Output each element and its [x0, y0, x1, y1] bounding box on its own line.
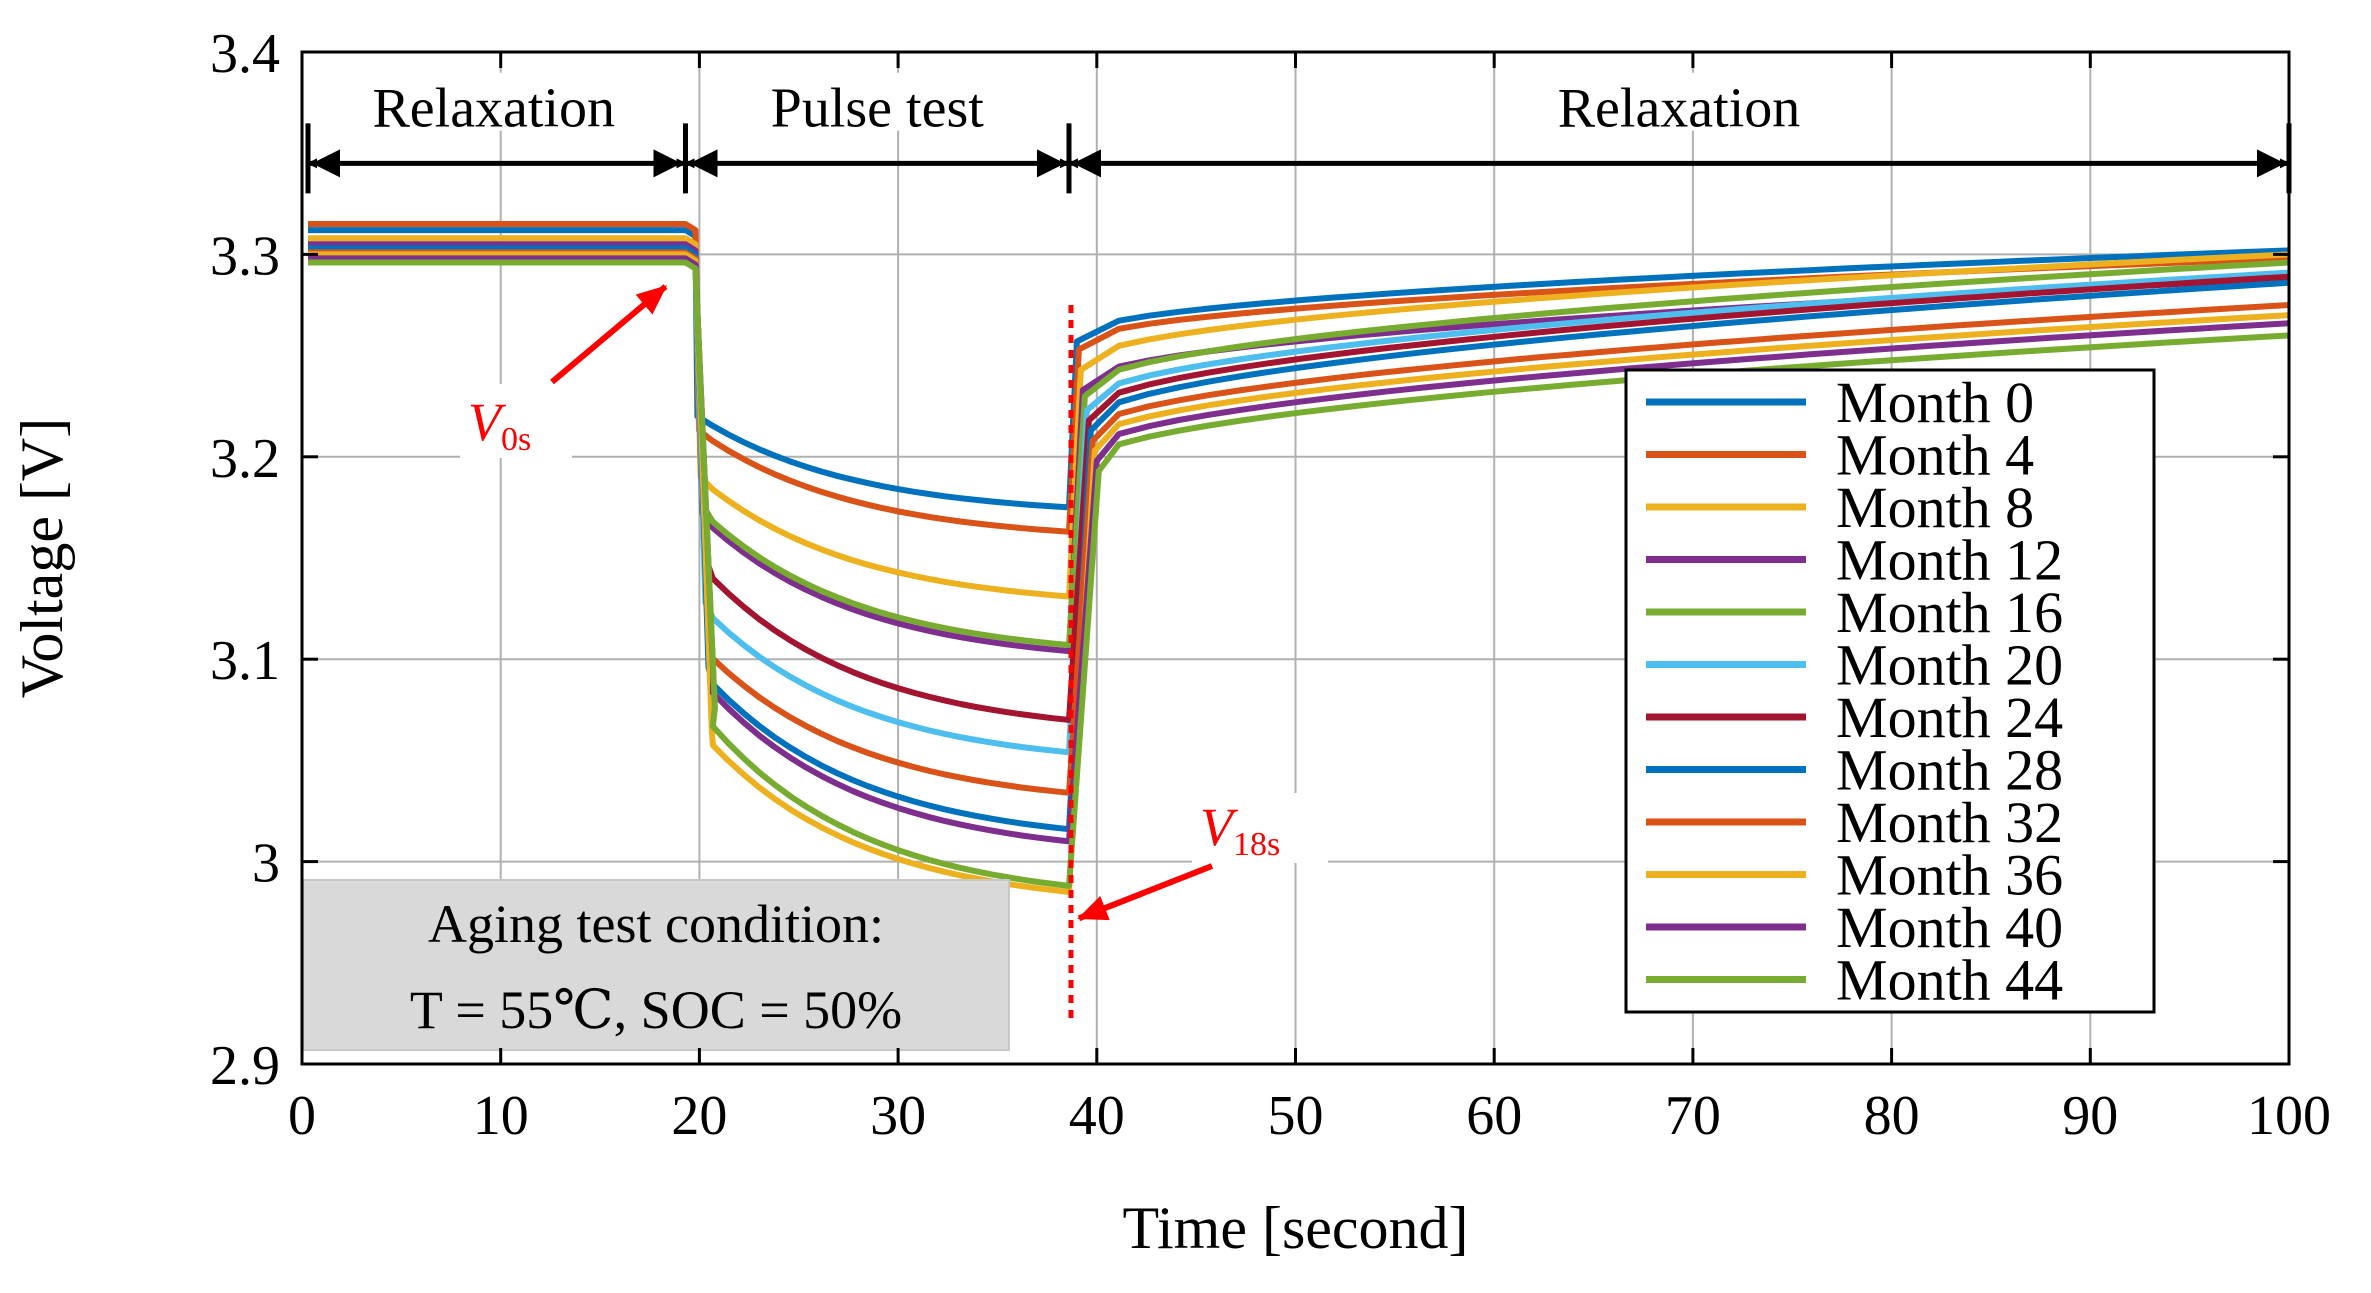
legend-entry: Month 24: [1836, 685, 2063, 750]
condition-box-line1: Aging test condition:: [428, 894, 884, 954]
series-lines: [308, 221, 2289, 895]
legend-entry: Month 12: [1836, 528, 2063, 593]
v18s-sub: 18s: [1233, 826, 1280, 863]
y-tick-label: 3.1: [210, 630, 280, 692]
phase-arrow-head-left: [1072, 149, 1101, 178]
series-line-month-20: [308, 251, 2289, 756]
condition-box: [302, 879, 1010, 1051]
x-axis-title: Time [second]: [1122, 1195, 1468, 1261]
legend-entry: Month 32: [1836, 790, 2063, 855]
series-line-month-44: [308, 259, 2289, 889]
legend-entry: Month 16: [1836, 580, 2063, 645]
v18s-label: V18s: [1200, 797, 1280, 863]
legend-entry: Month 44: [1836, 948, 2063, 1013]
v0s-sub: 0s: [501, 421, 531, 458]
axes: 0 10 20 30 40 50 60 70 80 90 100 2.9 3 3.1 3.2 3.3 3.4 Ti…: [9, 23, 2331, 1261]
phase-arrow-head-left: [689, 149, 718, 178]
y-tick-label: 3.3: [210, 225, 280, 287]
v0s-label-bg: [460, 384, 572, 458]
x-tick-label: 80: [1864, 1085, 1920, 1147]
x-tick-label: 0: [288, 1085, 316, 1147]
series-line-month-28: [308, 245, 2289, 833]
y-axis-title: Voltage [V]: [9, 418, 75, 699]
legend-box: [1624, 368, 2156, 1014]
v0s-base: V: [468, 392, 507, 452]
x-tick-label: 40: [1069, 1085, 1125, 1147]
v18s-base: V: [1200, 797, 1239, 857]
x-tick-label: 50: [1268, 1085, 1324, 1147]
v18s-arrow: [1077, 863, 1214, 922]
condition-box-line2: T = 55℃, SOC = 50%: [410, 980, 902, 1040]
legend-entry: Month 0: [1836, 370, 2034, 435]
phase-arrow-head-left: [312, 149, 340, 178]
legend-entry: Month 4: [1836, 423, 2034, 488]
x-tick-label: 90: [2062, 1085, 2118, 1147]
x-tick-label: 70: [1665, 1085, 1721, 1147]
legend-entry: Month 8: [1836, 475, 2034, 540]
phase-arrow-head-right: [653, 149, 682, 178]
phase-label-bg: [727, 72, 1028, 131]
annotations: Relaxation Pulse test RelaxationV0sV18sAgi…: [302, 72, 2292, 1051]
series-line-month-24: [308, 253, 2289, 723]
series-line-month-8: [308, 235, 2289, 600]
phase-arrow-head-right: [1036, 149, 1065, 178]
phase-arrow-head-right: [2257, 149, 2285, 178]
phase-label-bg: [1528, 72, 1829, 131]
v18s-label-bg: [1192, 793, 1328, 863]
legend-entry: Month 20: [1836, 633, 2063, 698]
series-line-month-32: [308, 249, 2289, 796]
x-tick-label: 20: [671, 1085, 727, 1147]
series-line-month-36: [308, 251, 2289, 895]
v0s-arrow: [550, 284, 668, 385]
phase-label: Relaxation: [372, 78, 615, 140]
y-tick-label: 3.2: [210, 428, 280, 490]
v0s-label: V0s: [468, 392, 531, 458]
phase-label-bg: [343, 72, 644, 131]
x-tick-label: 10: [473, 1085, 529, 1147]
x-tick-label: 60: [1466, 1085, 1522, 1147]
legend-entry: Month 28: [1836, 738, 2063, 803]
series-line-month-16: [308, 247, 2289, 648]
y-tick-label: 3: [252, 833, 280, 895]
legend-entry: Month 40: [1836, 895, 2063, 960]
y-tick-label: 2.9: [210, 1035, 280, 1097]
x-tick-label: 100: [2247, 1085, 2331, 1147]
series-line-month-40: [308, 255, 2289, 845]
phase-label: Pulse test: [771, 78, 985, 140]
legend-entry: Month 36: [1836, 843, 2063, 908]
phase-label: Relaxation: [1558, 78, 1801, 140]
y-tick-label: 3.4: [210, 23, 280, 85]
series-line-month-0: [308, 227, 2289, 511]
x-tick-label: 30: [870, 1085, 926, 1147]
